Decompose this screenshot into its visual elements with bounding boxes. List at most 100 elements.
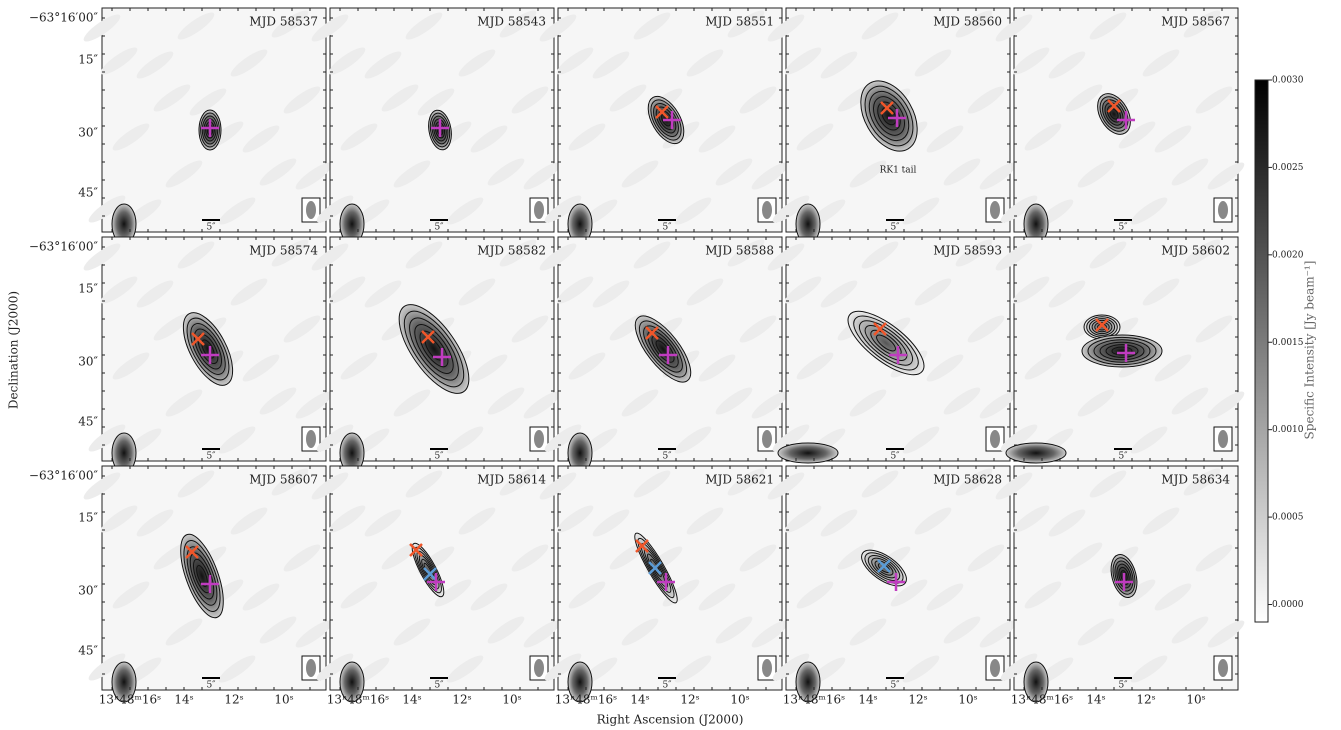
source-fill — [1097, 93, 1131, 135]
panel-label: MJD 58602 — [1161, 244, 1230, 258]
noise — [539, 472, 577, 500]
orange-marker — [655, 105, 669, 119]
noise — [83, 243, 121, 271]
noise — [100, 276, 138, 304]
contour — [409, 317, 459, 381]
contour — [1088, 318, 1116, 336]
noise — [902, 197, 940, 225]
contour — [1081, 334, 1163, 368]
noise — [727, 10, 765, 38]
source — [1081, 334, 1163, 368]
blue-marker — [648, 561, 662, 575]
noise — [674, 655, 712, 683]
noise — [230, 278, 268, 306]
orange-marker — [873, 322, 887, 336]
noise — [633, 470, 671, 498]
y-tick-label: 45″ — [78, 415, 98, 429]
noise — [499, 468, 537, 496]
contour — [414, 546, 442, 594]
x-tick-label: 10ˢ — [1186, 693, 1205, 707]
noise — [1118, 121, 1156, 149]
noise — [820, 51, 858, 79]
noise — [328, 47, 366, 75]
x-tick-label: 10ˢ — [502, 693, 521, 707]
noise — [890, 579, 928, 607]
scale-label: 5″ — [1118, 681, 1128, 691]
noise — [1171, 616, 1209, 644]
noise — [470, 125, 508, 153]
noise — [820, 280, 858, 308]
noise — [861, 12, 899, 40]
contour — [429, 112, 451, 148]
contour — [647, 95, 685, 145]
panel: 5″ MJD 58621 — [539, 465, 789, 703]
x-tick-label: 14ˢ — [1086, 693, 1105, 707]
noise — [772, 195, 810, 223]
noise — [112, 123, 150, 151]
y-tick-label: 15″ — [78, 511, 98, 525]
noise — [902, 426, 940, 454]
noise — [381, 84, 419, 112]
noise — [1024, 352, 1062, 380]
noise — [295, 162, 333, 190]
contour — [643, 325, 683, 373]
panel: 5″ MJD 58593 — [767, 236, 1017, 464]
noise — [796, 123, 834, 151]
contour — [193, 328, 223, 370]
panel-label: MJD 58567 — [1161, 15, 1230, 29]
noise — [686, 507, 724, 535]
noise — [1077, 389, 1115, 417]
scale-label: 5″ — [662, 452, 672, 462]
noise — [364, 51, 402, 79]
noise — [1012, 47, 1050, 75]
contour — [411, 542, 445, 598]
panel-label: MJD 58634 — [1161, 473, 1230, 487]
noise — [539, 243, 577, 271]
colorbar-title: Specific Intensity [Jy beam⁻¹] — [1303, 261, 1317, 440]
noise — [767, 243, 805, 271]
corner-source — [567, 661, 593, 703]
contour — [201, 339, 215, 359]
source — [398, 304, 470, 394]
noise — [487, 616, 525, 644]
panel: 5″ MJD 58567 — [995, 7, 1245, 245]
x-tick-label: 14ˢ — [402, 693, 421, 707]
y-tick-label: 15″ — [78, 53, 98, 67]
noise — [955, 239, 993, 267]
noise — [621, 618, 659, 646]
y-tick-label: 15″ — [78, 282, 98, 296]
noise — [177, 241, 215, 269]
contour — [200, 112, 220, 148]
panel: 5″ MJD 58574 — [83, 236, 333, 474]
noise — [311, 243, 349, 271]
noise — [295, 391, 333, 419]
contour — [864, 85, 914, 147]
noise — [902, 655, 940, 683]
noise — [715, 616, 753, 644]
contour — [1094, 321, 1110, 333]
corner-source — [339, 661, 365, 703]
noise — [609, 84, 647, 112]
noise — [295, 620, 333, 648]
scale-label: 5″ — [434, 223, 444, 233]
source-fill — [848, 311, 924, 375]
noise — [592, 51, 630, 79]
noise — [446, 655, 484, 683]
x-tick-label: 14ˢ — [174, 693, 193, 707]
noise — [316, 424, 354, 452]
contour — [403, 310, 465, 388]
noise — [328, 505, 366, 533]
orange-marker — [645, 326, 659, 340]
noise — [914, 507, 952, 535]
y-tick-label: −63°16′00″ — [29, 469, 99, 483]
beam — [1218, 201, 1228, 219]
panel: 5″ MJD 58560 RK1 tail — [767, 7, 1017, 245]
noise — [767, 14, 805, 42]
panel: 5″ MJD 58551 — [539, 7, 789, 245]
panel-label: MJD 58593 — [933, 244, 1002, 258]
orange-marker — [635, 539, 649, 553]
noise — [458, 507, 496, 535]
contour — [634, 532, 678, 604]
noise — [592, 280, 630, 308]
